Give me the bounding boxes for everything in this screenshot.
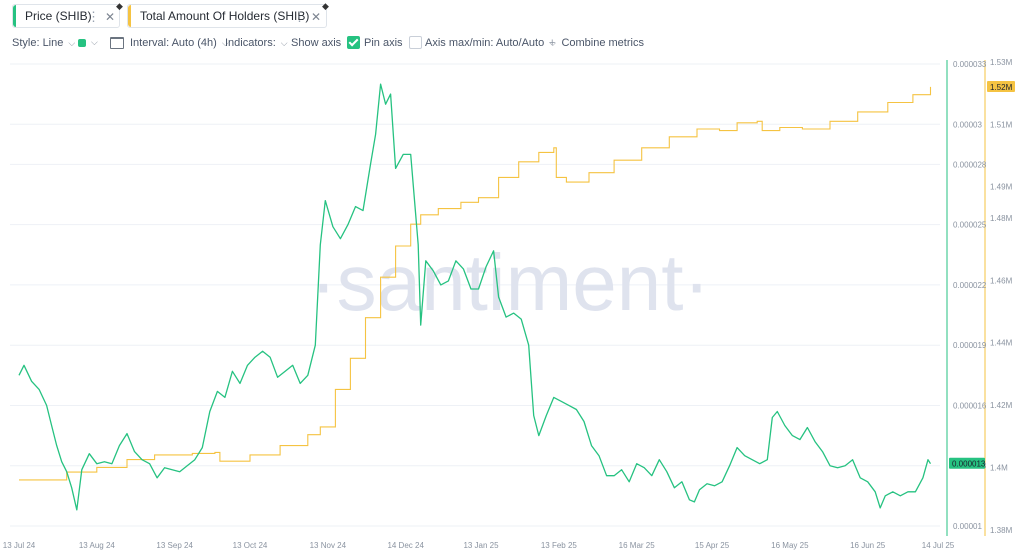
pin-axis-label: Pin axis — [364, 36, 403, 49]
x-tick-label: 15 Apr 25 — [695, 541, 730, 550]
price-series — [18, 83, 932, 511]
holders-tick-label: 1.4M — [990, 463, 1008, 472]
tab-price-shib[interactable]: Price (SHIB) ⋮ ✕ ◆ — [12, 1, 123, 28]
x-tick-label: 16 Mar 25 — [619, 541, 656, 550]
price-tick-label: 0.00001 — [953, 522, 982, 531]
chevron-down-icon: ⌵ — [221, 37, 229, 48]
pin-axis-checkbox[interactable] — [408, 36, 422, 49]
price-tick-label: 0.000019 — [953, 341, 987, 350]
tab-holders-shib[interactable]: Total Amount Of Holders (SHIB) ⋮ ✕ ◆ — [127, 1, 329, 28]
price-line — [18, 83, 932, 511]
holders-tick-label: 1.48M — [990, 214, 1013, 223]
santiment-watermark: ·santiment· — [310, 238, 710, 327]
holders-tick-label: 1.53M — [990, 58, 1013, 67]
indicators-selector[interactable]: Indicators: ⌵ — [225, 37, 288, 49]
holders-tick-label: 1.44M — [990, 339, 1013, 348]
price-tick-label: 0.000033 — [953, 60, 987, 69]
diamond-icon: ◆ — [322, 1, 329, 11]
show-axis-label: Show axis — [291, 36, 342, 49]
gridlines — [10, 63, 940, 527]
line-color-picker[interactable]: ⌵ — [78, 37, 98, 48]
chart-toolbar: Style: Line ⌵ ⌵ Interval: Auto (4h) ⌵ Indi… — [0, 34, 1024, 54]
chevron-down-icon: ⌵ — [91, 37, 98, 47]
pin-axis-toggle[interactable]: Pin axis — [364, 36, 422, 49]
price-tick-label: 0.000025 — [953, 221, 987, 230]
style-selector[interactable]: Style: Line ⌵ — [12, 37, 75, 49]
x-tick-label: 13 Sep 24 — [156, 541, 193, 550]
tab-color-bar — [13, 5, 16, 27]
x-tick-label: 13 Feb 25 — [541, 541, 578, 550]
chevron-down-icon: ⌵ — [68, 37, 76, 48]
x-tick-label: 13 Aug 24 — [79, 541, 116, 550]
holders-tick-label: 1.46M — [990, 276, 1013, 285]
holders-tick-label: 1.38M — [990, 526, 1013, 535]
x-tick-label: 16 Jun 25 — [850, 541, 886, 550]
x-tick-label: 14 Jul 25 — [922, 541, 955, 550]
x-tick-label: 14 Dec 24 — [387, 541, 424, 550]
price-tick-label: 0.000022 — [953, 281, 987, 290]
holders-line — [19, 86, 932, 481]
current-value-badges: 0.000013 1.52M — [949, 80, 1015, 469]
show-axis-toggle[interactable]: Show axis — [291, 36, 361, 49]
close-icon[interactable]: ✕ — [311, 10, 322, 24]
x-tick-label: 13 Jan 25 — [463, 541, 499, 550]
holders-tick-label: 1.51M — [990, 120, 1013, 129]
holders-badge — [987, 80, 1015, 92]
price-tick-label: 0.000028 — [953, 160, 987, 169]
chevron-down-icon: ⌵ — [280, 37, 288, 48]
holders-badge-label: 1.52M — [990, 83, 1013, 92]
style-label: Style: Line — [12, 37, 64, 49]
plus-icon: + — [549, 37, 556, 49]
holders-series — [19, 86, 932, 481]
chevron-down-icon: ⌵ — [549, 37, 557, 48]
holders-axis-ticks: 1.53M 1.51M 1.49M 1.48M 1.46M 1.44M 1.42M 1.4M 1… — [990, 58, 1013, 535]
price-tick-label: 0.00003 — [953, 120, 982, 129]
calendar-icon — [110, 37, 124, 49]
axis-maxmin-selector[interactable]: Axis max/min: Auto/Auto ⌵ — [425, 37, 556, 49]
show-axis-checkbox[interactable] — [347, 36, 361, 49]
x-axis-ticks: 13 Jul 24 13 Aug 24 13 Sep 24 13 Oct 24 13 N… — [3, 541, 955, 550]
more-options-icon[interactable]: ⋮ — [87, 9, 100, 24]
close-icon[interactable]: ✕ — [105, 10, 116, 24]
holders-tick-label: 1.42M — [990, 401, 1013, 410]
x-tick-label: 13 Nov 24 — [310, 541, 347, 550]
x-tick-label: 13 Oct 24 — [233, 541, 268, 550]
interval-selector[interactable]: Interval: Auto (4h) ⌵ — [110, 37, 229, 49]
tab-label: Total Amount Of Holders (SHIB) — [140, 9, 310, 23]
metric-tabs: Price (SHIB) ⋮ ✕ ◆ Total Amount Of Holde… — [0, 0, 1024, 32]
more-options-icon[interactable]: ⋮ — [293, 9, 306, 24]
price-badge-label: 0.000013 — [952, 460, 986, 469]
diamond-icon: ◆ — [116, 1, 123, 11]
indicators-label: Indicators: — [225, 37, 276, 49]
x-tick-label: 16 May 25 — [771, 541, 809, 550]
holders-tick-label: 1.49M — [990, 183, 1013, 192]
chart-canvas[interactable]: ·santiment· 0.0000330.000030.0000280.000… — [0, 56, 1024, 560]
price-tick-label: 0.000016 — [953, 401, 987, 410]
combine-metrics-button[interactable]: + Combine metrics — [549, 37, 644, 49]
price-badge — [949, 457, 985, 469]
x-tick-label: 13 Jul 24 — [3, 541, 36, 550]
combine-label: Combine metrics — [561, 37, 644, 49]
color-swatch — [78, 38, 86, 47]
interval-label: Interval: Auto (4h) — [130, 37, 217, 49]
tab-label: Price (SHIB) — [25, 9, 92, 23]
axis-maxmin-label: Axis max/min: Auto/Auto — [425, 37, 545, 49]
tab-color-bar — [128, 5, 131, 27]
